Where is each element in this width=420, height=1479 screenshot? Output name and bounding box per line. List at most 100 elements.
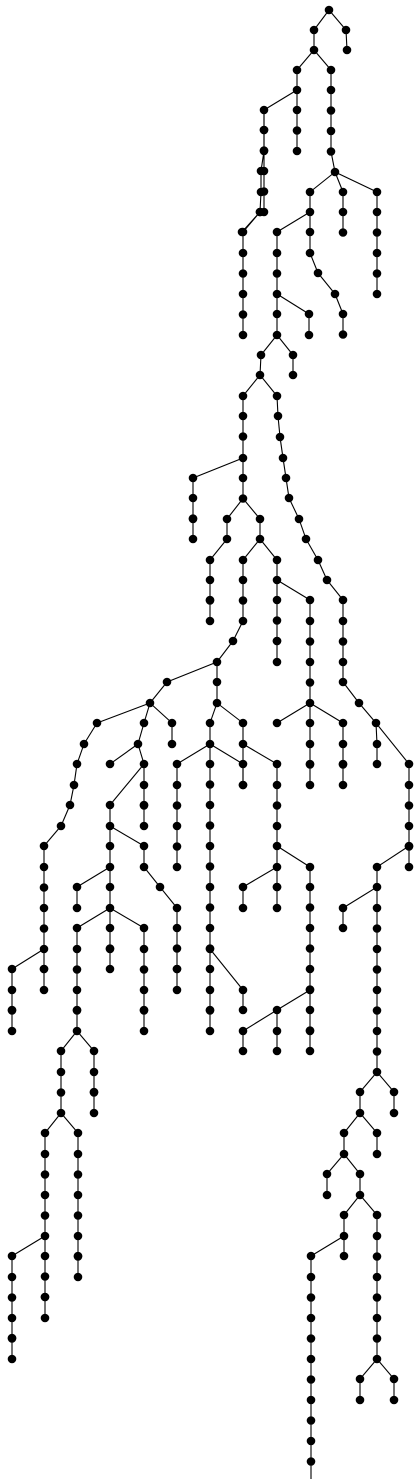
tree-edge — [259, 374, 278, 397]
tree-node — [172, 821, 182, 831]
tree-edge — [11, 948, 45, 970]
tree-node — [7, 1333, 17, 1343]
tree-node — [105, 903, 115, 913]
tree-node — [162, 677, 172, 687]
tree-edge — [242, 1009, 278, 1032]
tree-node — [205, 1026, 215, 1036]
tree-node — [355, 1395, 365, 1405]
tree-node — [284, 493, 294, 503]
tree-node — [338, 903, 348, 913]
tree-node — [304, 309, 314, 319]
tree-node — [326, 126, 336, 136]
tree-edge — [176, 743, 211, 765]
tree-node — [255, 207, 265, 217]
tree-node — [40, 1170, 50, 1179]
tree-node — [306, 1251, 316, 1261]
tree-node — [309, 45, 319, 55]
tree-edge — [109, 907, 145, 929]
tree-node — [72, 1026, 82, 1036]
tree-node — [305, 1046, 315, 1056]
tree-node — [292, 85, 302, 95]
tree-node — [56, 1046, 66, 1056]
tree-edge — [43, 825, 62, 847]
tree-node — [105, 964, 115, 974]
tree-node — [305, 595, 315, 605]
tree-node — [167, 739, 177, 749]
tree-node — [272, 1026, 282, 1036]
tree-edge — [310, 1235, 345, 1257]
tree-node — [39, 862, 49, 872]
tree-node — [305, 248, 315, 258]
tree-node — [324, 5, 334, 15]
tree-node — [188, 514, 198, 524]
tree-node — [305, 718, 315, 728]
tree-edge — [359, 1194, 378, 1216]
tree-node — [306, 1436, 316, 1446]
tree-node — [39, 924, 49, 933]
tree-node — [305, 227, 315, 237]
tree-node — [338, 739, 348, 749]
tree-node — [342, 45, 352, 55]
tree-node — [172, 985, 182, 995]
tree-node — [205, 616, 215, 626]
tree-node — [139, 780, 149, 790]
tree-node — [259, 105, 269, 115]
tree-node — [305, 657, 315, 667]
tree-edge — [192, 457, 244, 479]
tree-node — [272, 801, 282, 810]
tree-node — [139, 965, 149, 974]
tree-node — [305, 985, 315, 995]
tree-edge — [276, 579, 311, 601]
tree-node — [304, 330, 314, 340]
tree-node — [105, 944, 115, 954]
tree-edge — [242, 743, 278, 765]
tree-node — [255, 514, 265, 524]
tree-node — [39, 903, 49, 913]
tree-edge — [296, 49, 315, 71]
tree-node — [322, 1190, 332, 1200]
tree-node — [338, 595, 348, 605]
tree-node — [238, 289, 248, 299]
tree-edge — [11, 1235, 46, 1257]
tree-node — [305, 882, 315, 892]
tree-edge — [109, 743, 139, 765]
tree-node — [354, 698, 364, 708]
tree-node — [145, 698, 155, 708]
tree-node — [305, 678, 315, 687]
tree-node — [341, 25, 351, 35]
tree-node — [72, 882, 82, 892]
tree-node — [72, 759, 82, 769]
tree-node — [7, 985, 17, 995]
tree-node — [338, 780, 348, 790]
tree-node — [205, 739, 215, 749]
tree-edge — [328, 9, 347, 31]
tree-edge — [317, 272, 336, 295]
tree-node — [155, 882, 165, 892]
tree-node — [238, 759, 248, 769]
tree-node — [338, 718, 348, 728]
tree-node — [39, 841, 49, 851]
tree-node — [205, 862, 215, 871]
tree-node — [105, 862, 115, 872]
tree-edge — [149, 702, 173, 724]
tree-node — [272, 636, 282, 646]
tree-node — [372, 269, 382, 278]
tree-node — [288, 350, 298, 360]
tree-node — [56, 1088, 66, 1097]
tree-node — [139, 841, 149, 851]
tree-node — [372, 289, 382, 299]
tree-node — [272, 882, 282, 892]
tree-node — [238, 718, 248, 728]
tree-node — [305, 862, 315, 872]
tree-node — [372, 739, 382, 749]
tree-node — [188, 493, 198, 503]
tree-node — [73, 1251, 83, 1261]
tree-node — [39, 985, 49, 995]
tree-node — [238, 432, 248, 441]
tree-node — [338, 637, 348, 646]
tree-node — [272, 227, 282, 237]
tree-node — [372, 1128, 382, 1138]
tree-node — [139, 1005, 149, 1015]
tree-node — [205, 595, 215, 605]
